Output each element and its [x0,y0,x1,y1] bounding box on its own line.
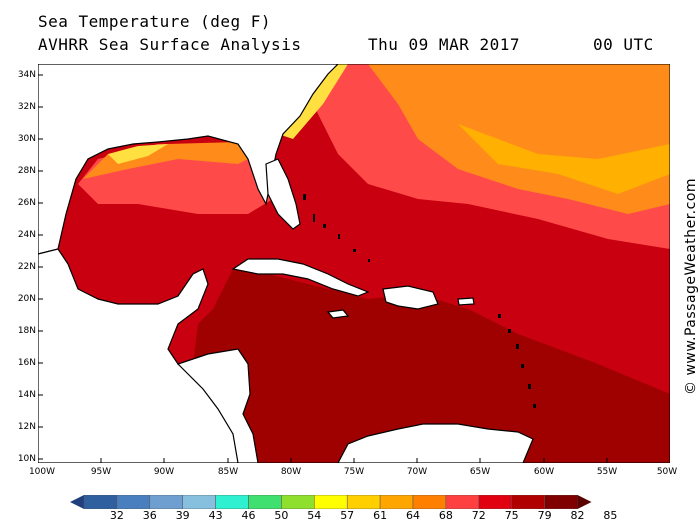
lat-label: 28N [17,166,36,176]
legend-value: 64 [406,509,420,522]
legend-value: 82 [570,509,585,522]
legend-value: 54 [307,509,322,522]
islands-lesser-antilles [498,314,536,408]
legend-swatch [248,495,282,509]
lon-label: 70W [406,467,428,477]
legend-swatch [511,495,545,509]
land-central-america [176,348,259,463]
legend-swatch [544,495,578,509]
land-hispaniola [382,285,439,310]
lat-label: 18N [17,326,36,336]
gulf-yellow [108,144,168,164]
legend-value: 32 [109,509,124,522]
legend-value: 43 [208,509,223,522]
legend-swatch [281,495,315,509]
lat-label: 10N [17,454,36,464]
legend-value: 79 [537,509,552,522]
lon-label: 95W [90,467,112,477]
lon-label: 65W [469,467,491,477]
lon-label: 80W [280,467,302,477]
legend-swatch [149,495,183,509]
land-florida [265,158,301,230]
lat-label: 16N [17,358,36,368]
lat-label: 14N [17,390,36,400]
lon-label: 75W [343,467,365,477]
lon-label: 60W [533,467,555,477]
subtitle: AVHRR Sea Surface Analysis [38,35,302,54]
color-legend [70,495,592,509]
legend-swatch [412,495,447,509]
legend-swatch [445,495,480,509]
legend-value: 39 [175,509,190,522]
legend-swatch [478,495,512,509]
legend-swatch [379,495,414,509]
legend-swatch [83,495,118,509]
legend-value: 50 [274,509,289,522]
lat-label: 30N [17,134,36,144]
legend-value: 36 [142,509,157,522]
legend-arrow-low [70,495,84,509]
legend-swatch [215,495,249,509]
legend-value: 75 [504,509,519,522]
lon-ticks [38,458,670,463]
lat-label: 34N [17,70,36,80]
lat-label: 26N [17,198,36,208]
lat-label: 12N [17,422,36,432]
legend-value: 85 [603,509,618,522]
legend-swatch [314,495,348,509]
lat-ticks [38,74,43,460]
legend-swatch [182,495,216,509]
lon-label: 90W [153,467,175,477]
date-label: Thu 09 MAR 2017 [368,35,520,54]
legend-arrow-high [577,495,592,509]
lat-label: 32N [17,102,36,112]
sea-yellow-orange [458,124,670,194]
legend-value: 68 [438,509,453,522]
legend-value: 46 [241,509,256,522]
legend-value: 72 [471,509,486,522]
sst-map [38,64,670,463]
credit-text: © www.PassageWeather.com [683,177,699,395]
land-south-america [337,423,534,463]
lat-label: 22N [17,262,36,272]
legend-value: 57 [340,509,355,522]
legend-swatch [346,495,381,509]
land-puerto-rico [457,297,475,306]
land-cuba [231,258,370,297]
lon-label: 85W [217,467,239,477]
title: Sea Temperature (deg F) [38,12,272,31]
islands-bahamas [303,194,370,262]
time-label: 00 UTC [593,35,654,54]
land-jamaica [326,309,350,319]
lon-label: 55W [596,467,618,477]
lat-label: 20N [17,294,36,304]
lon-label: 50W [656,467,678,477]
lat-label: 24N [17,230,36,240]
lon-label: 100W [28,467,56,477]
legend-swatch [116,495,151,509]
land-usa [38,64,339,255]
legend-value: 61 [373,509,388,522]
